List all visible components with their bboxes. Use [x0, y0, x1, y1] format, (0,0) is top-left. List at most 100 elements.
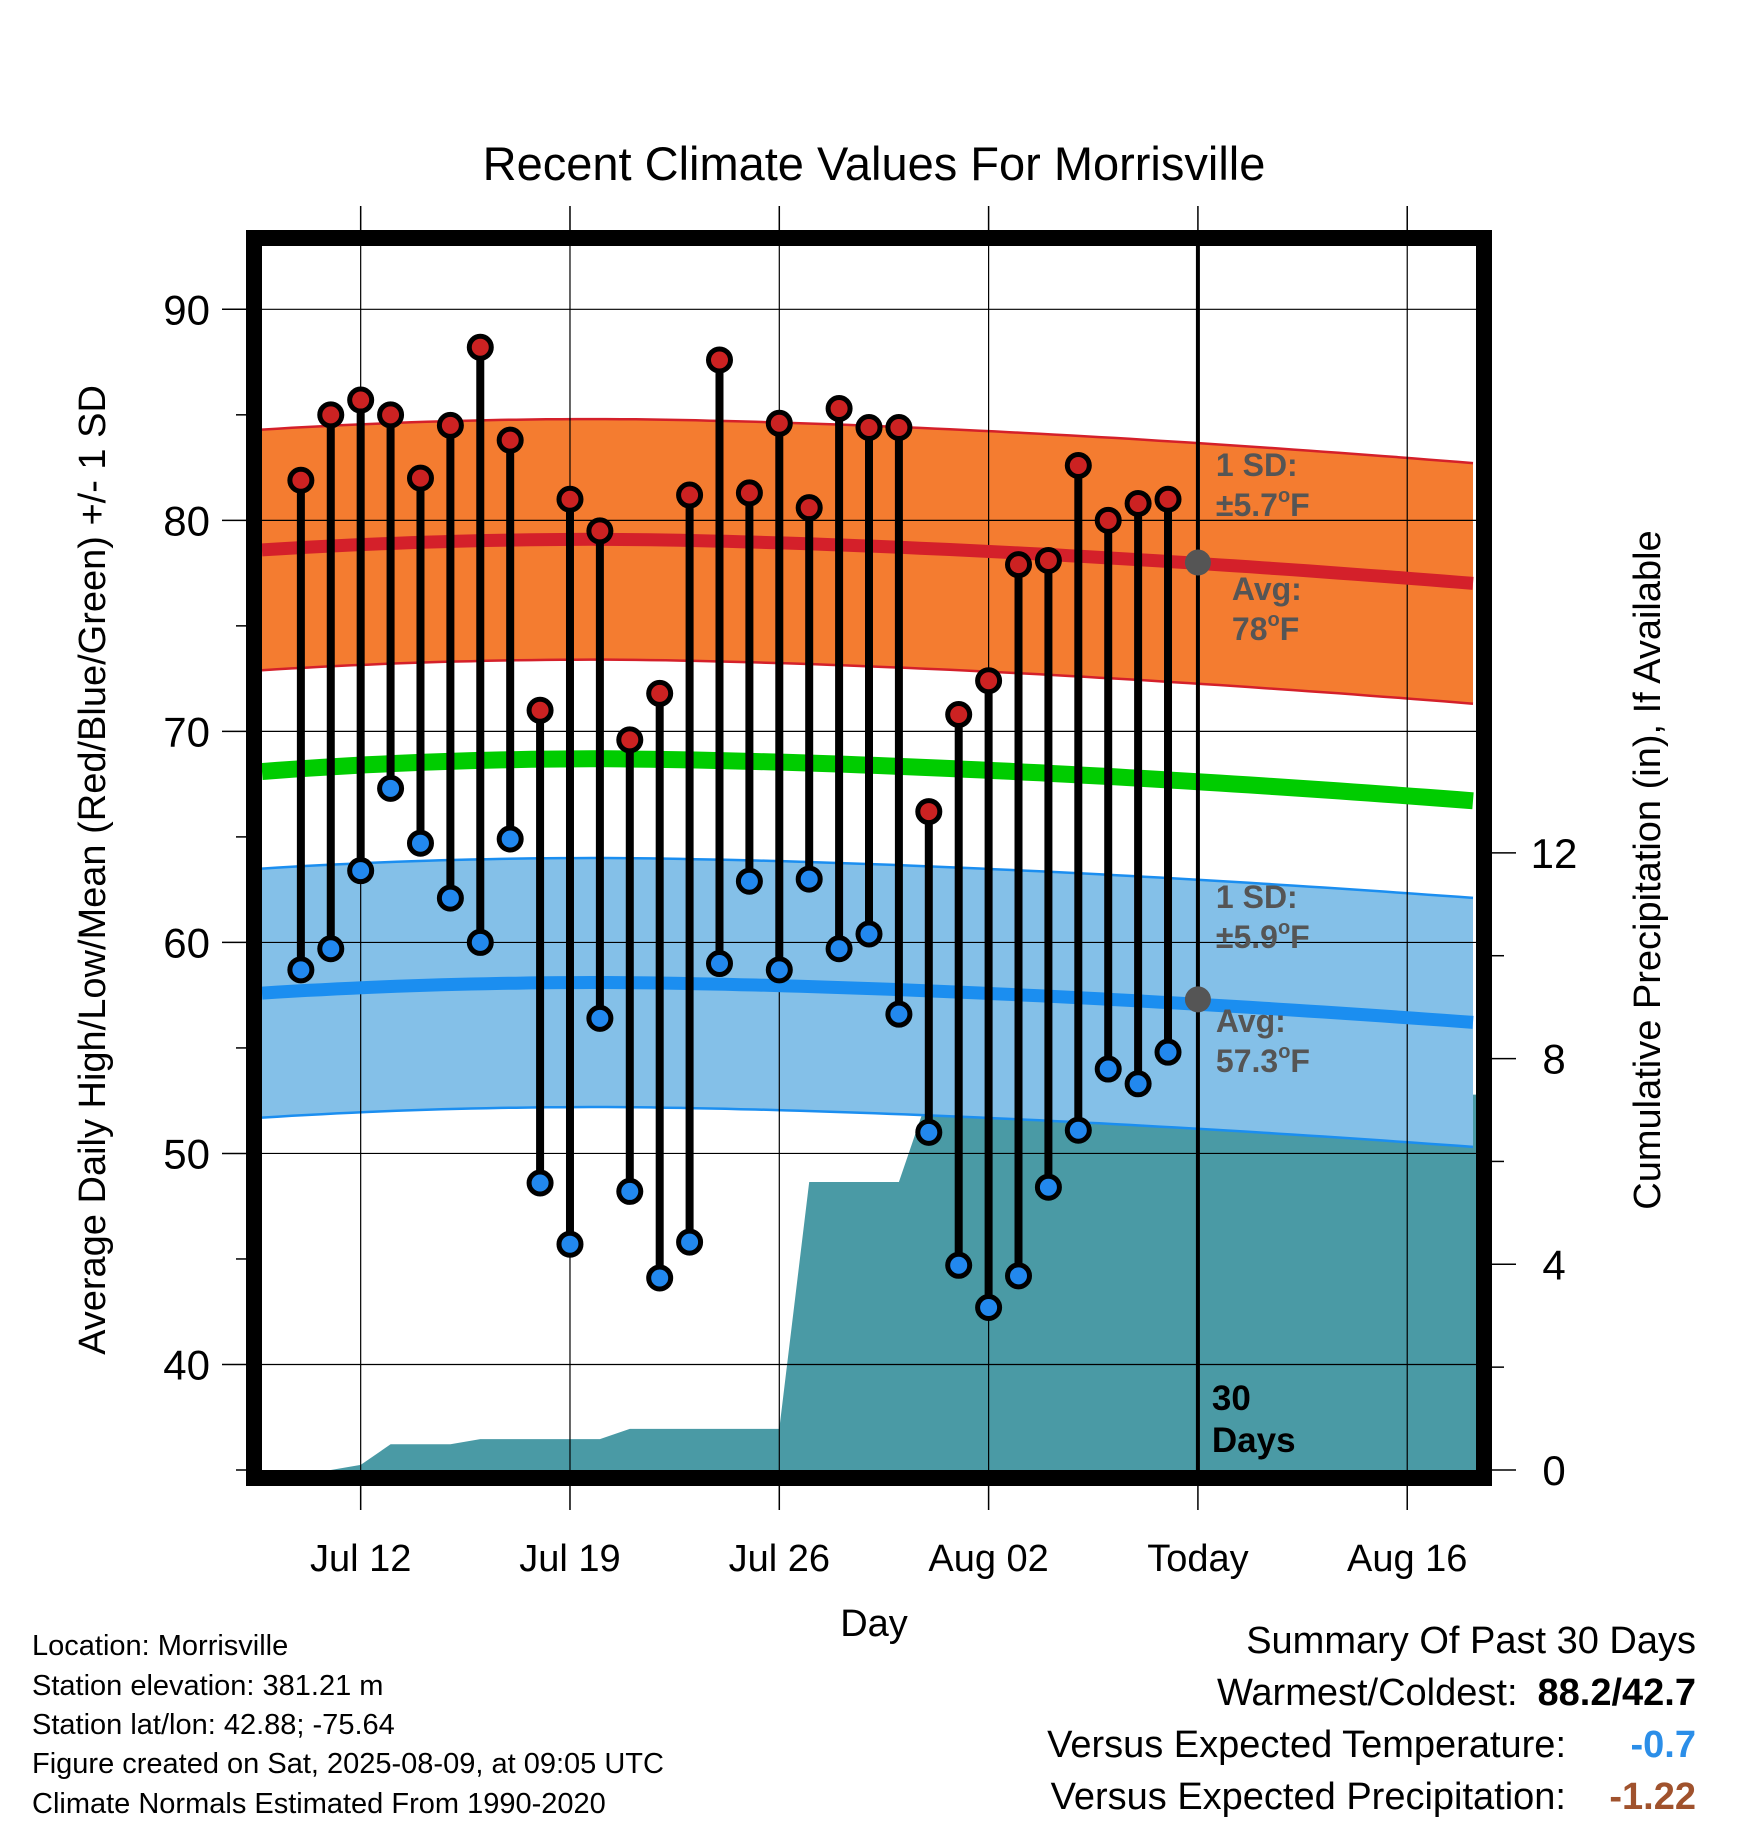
- summary-temp: Versus Expected Temperature: -0.7: [1047, 1724, 1696, 1767]
- daily-high-point: [1154, 485, 1182, 513]
- daily-low-point: [586, 1004, 614, 1032]
- y2-axis-label: Cumulative Precipitation (in), If Availa…: [1627, 530, 1669, 1209]
- low-avg-annotation-value: 57.3: [1216, 1043, 1278, 1079]
- daily-high-point: [676, 481, 704, 509]
- plot-frame: [246, 230, 1492, 1486]
- low-avg-annotation-unit: F: [1290, 1043, 1310, 1079]
- daily-high-point: [1094, 506, 1122, 534]
- daily-low-point: [855, 920, 883, 948]
- daily-high-point: [466, 333, 494, 361]
- low-sd-annotation-line2: ±5.9oF: [1216, 917, 1310, 955]
- info-location: Location: Morrisville: [32, 1630, 289, 1662]
- daily-low-point: [347, 857, 375, 885]
- daily-high-point: [317, 401, 345, 429]
- high-sd-annotation-value: ±5.7: [1216, 487, 1278, 523]
- summary-precip: Versus Expected Precipitation: -1.22: [1051, 1776, 1696, 1819]
- daily-low-point: [556, 1230, 584, 1258]
- daily-low-point: [676, 1228, 704, 1256]
- precip-area: [262, 1094, 1476, 1470]
- x-tick-label: Aug 02: [928, 1538, 1048, 1580]
- daily-low-point: [915, 1118, 943, 1146]
- low-avg-annotation-line1: Avg:: [1216, 1003, 1286, 1039]
- daily-high-point: [377, 401, 405, 429]
- daily-high-point: [1034, 546, 1062, 574]
- daily-high-point: [1064, 451, 1092, 479]
- precip-label: Versus Expected Precipitation:: [1050, 1776, 1566, 1818]
- x-tick-label: Jul 19: [519, 1538, 620, 1580]
- daily-high-point: [616, 726, 644, 754]
- daily-low-point: [1005, 1262, 1033, 1290]
- daily-low-point: [496, 825, 524, 853]
- high-avg-annotation-value: 78: [1232, 611, 1268, 647]
- daily-high-point: [855, 413, 883, 441]
- summary-warm-cold: Warmest/Coldest: 88.2/42.7: [1217, 1672, 1696, 1715]
- high-sd-annotation-unit: F: [1290, 487, 1310, 523]
- daily-low-point: [795, 865, 823, 893]
- high-avg-annotation-unit: F: [1280, 611, 1300, 647]
- daily-high-point: [646, 679, 674, 707]
- daily-high-point: [945, 700, 973, 728]
- high-sd-annotation-line1: 1 SD:: [1216, 447, 1298, 483]
- temp-value: -0.7: [1630, 1724, 1696, 1766]
- high-avg-annotation-line1: Avg:: [1232, 571, 1302, 607]
- daily-low-point: [1034, 1173, 1062, 1201]
- high-sd-annotation-degree: o: [1278, 485, 1290, 507]
- daily-low-point: [825, 935, 853, 963]
- daily-high-point: [496, 426, 524, 454]
- daily-high-point: [347, 386, 375, 414]
- daily-low-point: [885, 1000, 913, 1028]
- daily-low-point: [287, 956, 315, 984]
- daily-low-point: [377, 774, 405, 802]
- low-sd-annotation-unit: F: [1290, 919, 1310, 955]
- daily-high-point: [526, 696, 554, 724]
- daily-high-point: [436, 411, 464, 439]
- daily-low-point: [735, 867, 763, 895]
- today-avg-high-marker: [1184, 549, 1211, 576]
- info-normals: Climate Normals Estimated From 1990-2020: [32, 1788, 606, 1820]
- daily-high-point: [885, 413, 913, 441]
- today-avg-low-marker: [1184, 986, 1211, 1013]
- daily-high-point: [1124, 489, 1152, 517]
- low-sd-annotation-value: ±5.9: [1216, 919, 1278, 955]
- precip-value: -1.22: [1609, 1776, 1696, 1818]
- daily-high-point: [1005, 551, 1033, 579]
- x-tick-label: Jul 12: [310, 1538, 411, 1580]
- y2-tick-label: 0: [1542, 1447, 1565, 1494]
- y-tick-label: 80: [163, 497, 210, 544]
- y-tick-label: 70: [163, 708, 210, 755]
- low-avg-annotation-degree: o: [1278, 1041, 1290, 1063]
- info-created: Figure created on Sat, 2025-08-09, at 09…: [32, 1748, 664, 1780]
- temp-label: Versus Expected Temperature:: [1047, 1724, 1566, 1766]
- daily-low-point: [975, 1294, 1003, 1322]
- high-avg-annotation-degree: o: [1268, 609, 1280, 631]
- chart-title: Recent Climate Values For Morrisville: [483, 137, 1266, 190]
- x-tick-label: Aug 16: [1347, 1538, 1467, 1580]
- daily-high-point: [705, 346, 733, 374]
- warm-cold-value: 88.2/42.7: [1537, 1672, 1696, 1714]
- daily-low-point: [765, 956, 793, 984]
- daily-high-point: [915, 798, 943, 826]
- y2-tick-label: 8: [1542, 1036, 1565, 1083]
- low-sd-lower: [262, 1105, 1474, 1149]
- today-days-unit: Days: [1212, 1421, 1296, 1460]
- daily-high-point: [975, 667, 1003, 695]
- info-elevation: Station elevation: 381.21 m: [32, 1670, 384, 1702]
- daily-low-point: [1124, 1070, 1152, 1098]
- daily-low-point: [466, 928, 494, 956]
- today-days-number: 30: [1212, 1379, 1251, 1418]
- daily-high-point: [735, 479, 763, 507]
- y-tick-label: 50: [163, 1130, 210, 1177]
- y2-tick-label: 12: [1531, 830, 1578, 877]
- y2-tick-label: 4: [1542, 1241, 1565, 1288]
- x-tick-label: Jul 26: [729, 1538, 830, 1580]
- daily-low-point: [436, 884, 464, 912]
- low-sd-annotation-line1: 1 SD:: [1216, 879, 1298, 915]
- daily-high-point: [795, 494, 823, 522]
- x-tick-label: Today: [1147, 1538, 1248, 1580]
- daily-high-point: [825, 394, 853, 422]
- high-sd-annotation-line2: ±5.7oF: [1216, 485, 1310, 523]
- daily-low-point: [1064, 1116, 1092, 1144]
